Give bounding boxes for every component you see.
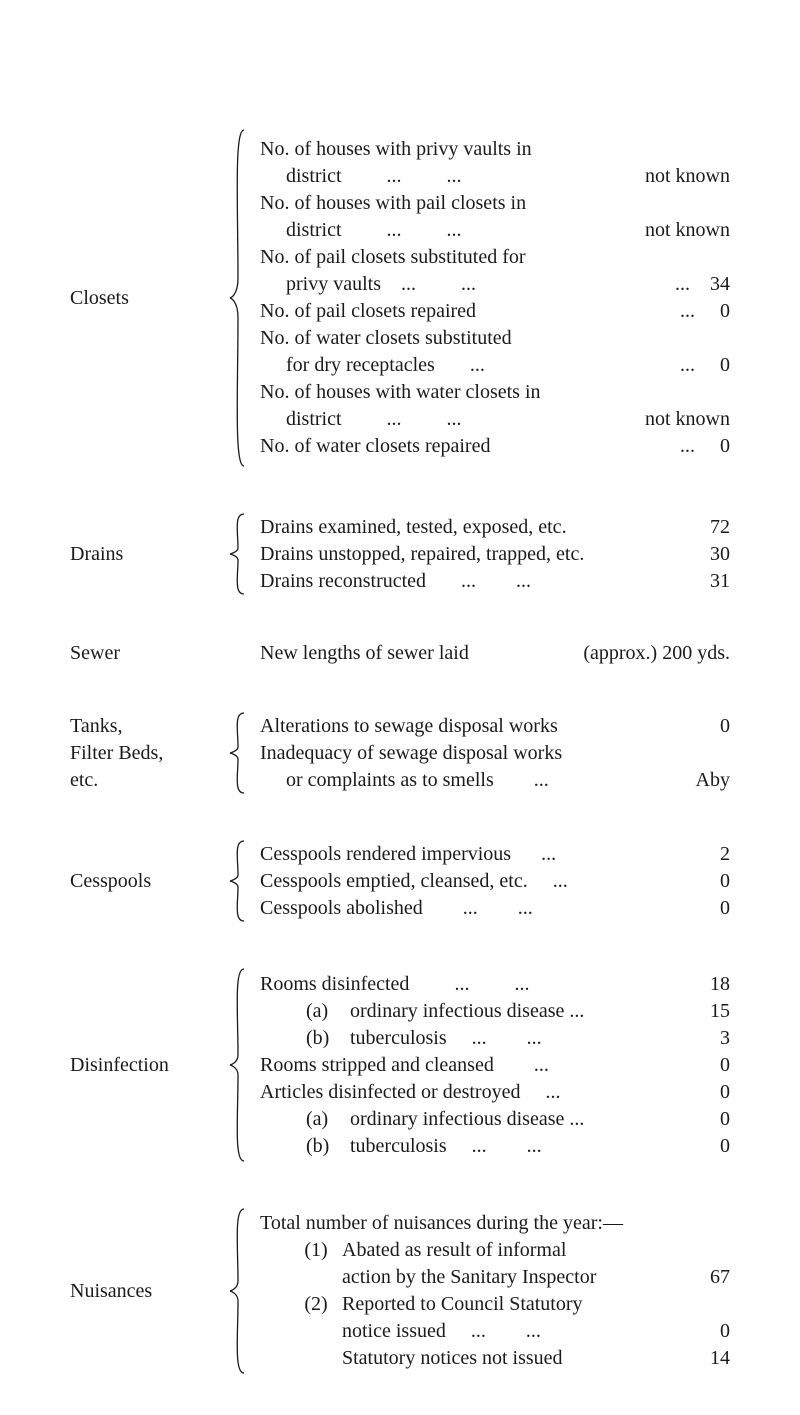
sewer-content: New lengths of sewer laid (approx.) 200 …	[228, 640, 730, 667]
cesspools-label: Cesspools	[70, 868, 228, 895]
brace-icon	[228, 512, 246, 596]
value: 30	[682, 541, 730, 568]
text: Rooms disinfected ... ...	[260, 971, 682, 998]
text: Abated as result of informal	[342, 1237, 690, 1264]
text: No. of pail closets repaired	[260, 298, 592, 325]
text: No. of houses with privy vaults in	[260, 136, 730, 163]
text: Reported to Council Statutory	[342, 1291, 690, 1318]
text: or complaints as to smells ...	[286, 767, 662, 794]
text: Inadequacy of sewage disposal works	[260, 740, 730, 767]
value: 67	[690, 1264, 730, 1291]
closets-label: Closets	[70, 285, 228, 312]
tanks-label: Tanks, Filter Beds, etc.	[70, 713, 228, 794]
text: (2)	[290, 1291, 342, 1318]
text: No. of houses with pail closets in	[260, 190, 730, 217]
text: No. of water closets repaired	[260, 433, 592, 460]
text: (1)	[290, 1237, 342, 1264]
value: 0	[662, 713, 730, 740]
text: for dry receptacles ...	[286, 352, 592, 379]
closets-section: Closets No. of houses with privy vaults …	[70, 128, 730, 468]
sewer-label: Sewer	[70, 640, 228, 667]
value: 72	[682, 514, 730, 541]
text: district ... ...	[286, 217, 592, 244]
text: district ... ...	[286, 163, 592, 190]
text: Cesspools rendered impervious ...	[260, 841, 692, 868]
text: (a)	[306, 1106, 350, 1133]
value: 0	[682, 1052, 730, 1079]
text: privy vaults ... ...	[286, 271, 592, 298]
text: Drains unstopped, repaired, trapped, etc…	[260, 541, 682, 568]
nuisances-section: Nuisances Total number of nuisances duri…	[70, 1207, 730, 1375]
tanks-content: Alterations to sewage disposal works0 In…	[246, 713, 730, 794]
text: Rooms stripped and cleansed ...	[260, 1052, 682, 1079]
text: Drains examined, tested, exposed, etc.	[260, 514, 682, 541]
nuisances-content: Total number of nuisances during the yea…	[246, 1210, 730, 1372]
value: not known	[592, 406, 730, 433]
value: Aby	[662, 767, 730, 794]
value: ... 0	[592, 352, 730, 379]
closets-content: No. of houses with privy vaults in distr…	[246, 136, 730, 460]
brace-icon	[228, 839, 246, 923]
value: 14	[690, 1345, 730, 1372]
tanks-section: Tanks, Filter Beds, etc. Alterations to …	[70, 711, 730, 795]
text: No. of water closets substituted	[260, 325, 730, 352]
value: 3	[682, 1025, 730, 1052]
brace-icon	[228, 128, 246, 468]
value: 0	[682, 1079, 730, 1106]
value: 2	[692, 841, 730, 868]
drains-section: Drains Drains examined, tested, exposed,…	[70, 512, 730, 596]
cesspools-content: Cesspools rendered impervious ...2 Cessp…	[246, 841, 730, 922]
value: 31	[682, 568, 730, 595]
text: tuberculosis ... ...	[350, 1025, 682, 1052]
disinfection-label: Disinfection	[70, 1052, 228, 1079]
text: (b)	[306, 1025, 350, 1052]
text: ordinary infectious disease ...	[350, 1106, 682, 1133]
value: 15	[682, 998, 730, 1025]
drains-content: Drains examined, tested, exposed, etc.72…	[246, 514, 730, 595]
document-page: Closets No. of houses with privy vaults …	[0, 0, 800, 1415]
value: 0	[682, 1133, 730, 1160]
text: No. of pail closets substituted for	[260, 244, 730, 271]
value: 0	[692, 895, 730, 922]
value: ... 0	[592, 433, 730, 460]
sewer-section: Sewer New lengths of sewer laid (approx.…	[70, 640, 730, 667]
text: (a)	[306, 998, 350, 1025]
text: district ... ...	[286, 406, 592, 433]
text: tuberculosis ... ...	[350, 1133, 682, 1160]
text: Drains reconstructed ... ...	[260, 568, 682, 595]
text: Total number of nuisances during the yea…	[260, 1210, 730, 1237]
brace-icon	[228, 1207, 246, 1375]
text: Cesspools emptied, cleansed, etc. ...	[260, 868, 692, 895]
value: 0	[690, 1318, 730, 1345]
disinfection-content: Rooms disinfected ... ...18 (a)ordinary …	[246, 971, 730, 1160]
text: No. of houses with water closets in	[260, 379, 730, 406]
text: Cesspools abolished ... ...	[260, 895, 692, 922]
value: 0	[682, 1106, 730, 1133]
text: notice issued ... ...	[342, 1318, 690, 1345]
value: (approx.) 200 yds.	[522, 640, 730, 667]
text: action by the Sanitary Inspector	[342, 1264, 690, 1291]
text: Articles disinfected or destroyed ...	[260, 1079, 682, 1106]
nuisances-label: Nuisances	[70, 1278, 228, 1305]
text: Statutory notices not issued	[342, 1345, 690, 1372]
text: Alterations to sewage disposal works	[260, 713, 662, 740]
value: not known	[592, 217, 730, 244]
value: 18	[682, 971, 730, 998]
disinfection-section: Disinfection Rooms disinfected ... ...18…	[70, 967, 730, 1163]
value: 0	[692, 868, 730, 895]
value: ... 0	[592, 298, 730, 325]
drains-label: Drains	[70, 541, 228, 568]
text: ordinary infectious disease ...	[350, 998, 682, 1025]
value: not known	[592, 163, 730, 190]
brace-icon	[228, 967, 246, 1163]
text: (b)	[306, 1133, 350, 1160]
cesspools-section: Cesspools Cesspools rendered impervious …	[70, 839, 730, 923]
value: ... 34	[592, 271, 730, 298]
text: New lengths of sewer laid	[260, 640, 522, 667]
brace-icon	[228, 711, 246, 795]
